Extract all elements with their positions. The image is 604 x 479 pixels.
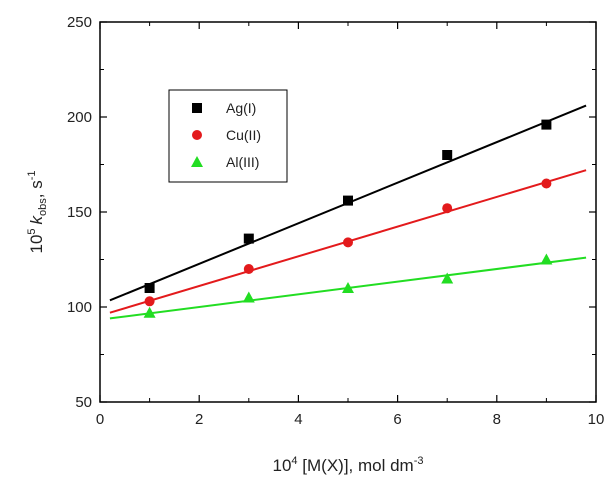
data-point-cu-ii	[541, 178, 552, 189]
legend-box	[168, 89, 288, 183]
x-tick-label: 6	[393, 411, 401, 428]
data-points	[143, 119, 553, 318]
data-point-cu-ii	[243, 264, 254, 274]
data-point-cu-ii	[144, 296, 155, 307]
data-point-cu-ii	[343, 237, 353, 248]
y-tick-label: 150	[67, 204, 92, 221]
x-axis-title: 104 [M(X)], mol dm-3	[273, 455, 424, 475]
y-axis-title: 105kobs, s-1	[26, 170, 49, 253]
x-tick-label: 8	[493, 411, 501, 428]
legend-marker-ag-i	[192, 103, 202, 113]
x-tick-label: 2	[195, 411, 203, 428]
data-point-al-iii	[540, 253, 553, 265]
legend-marker-cu-ii	[192, 130, 202, 140]
data-point-ag-i	[343, 195, 353, 206]
legend-items: Ag(I) Cu(II) Al(III)	[191, 100, 261, 170]
data-point-al-iii	[143, 306, 156, 318]
data-point-ag-i	[541, 119, 552, 130]
data-point-al-iii	[441, 272, 454, 284]
legend-marker-al-iii	[191, 156, 203, 167]
plot-frame	[99, 21, 597, 403]
legend: Ag(I) Cu(II) Al(III)	[168, 89, 288, 183]
y-tick-label: 250	[67, 14, 92, 31]
legend-label-al-iii: Al(III)	[226, 154, 259, 170]
legend-label-cu-ii: Cu(II)	[226, 127, 261, 143]
y-tick-label: 50	[75, 394, 92, 411]
x-tick-label: 10	[588, 411, 604, 428]
x-tick-label: 4	[294, 411, 302, 428]
data-point-al-iii	[342, 282, 354, 293]
y-tick-label: 200	[67, 109, 92, 126]
data-point-al-iii	[242, 291, 255, 303]
x-tick-label: 0	[96, 411, 104, 428]
legend-label-ag-i: Ag(I)	[226, 100, 256, 116]
data-point-cu-ii	[442, 203, 453, 214]
y-tick-label: 100	[67, 299, 92, 316]
axes: 0 2 4 6 8 10 50 100 150 200 250	[67, 14, 604, 428]
data-point-ag-i	[144, 283, 155, 293]
data-point-ag-i	[442, 150, 453, 160]
data-point-ag-i	[243, 233, 254, 244]
